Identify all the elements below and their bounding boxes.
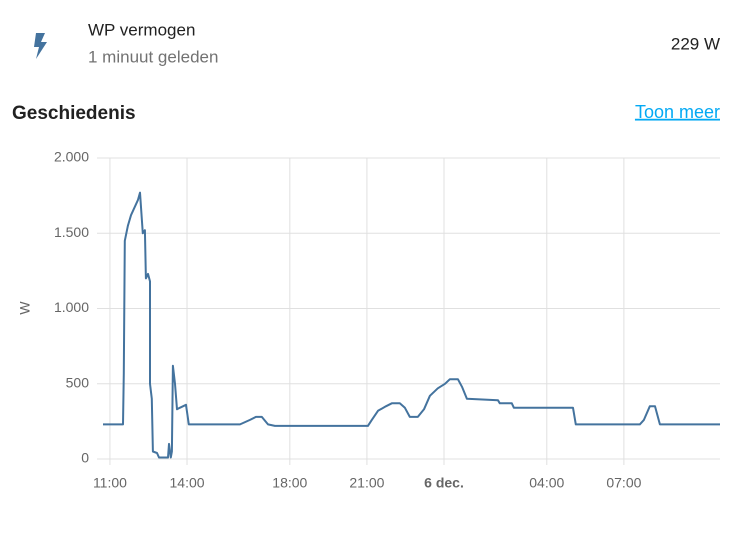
x-tick-label: 14:00 (170, 475, 205, 491)
history-title: Geschiedenis (12, 103, 136, 124)
x-tick-label: 6 dec. (424, 475, 464, 491)
last-changed: 1 minuut geleden (88, 47, 218, 66)
entity-name: WP vermogen (88, 20, 195, 39)
y-tick-label: 2.000 (54, 149, 89, 165)
x-tick-label: 04:00 (529, 475, 564, 491)
x-tick-label: 11:00 (93, 475, 127, 491)
y-axis-label: W (17, 301, 33, 315)
show-more-link[interactable]: Toon meer (635, 102, 720, 122)
x-tick-label: 21:00 (349, 475, 384, 491)
entity-icon (34, 33, 47, 59)
x-tick-label: 18:00 (272, 475, 307, 491)
y-tick-label: 0 (81, 450, 89, 466)
series-line (103, 191, 720, 459)
entity-state: 229 W (671, 34, 720, 53)
y-tick-label: 1.500 (54, 224, 89, 240)
x-tick-label: 07:00 (606, 475, 641, 491)
y-tick-label: 500 (66, 374, 90, 390)
y-tick-label: 1.000 (54, 299, 89, 315)
